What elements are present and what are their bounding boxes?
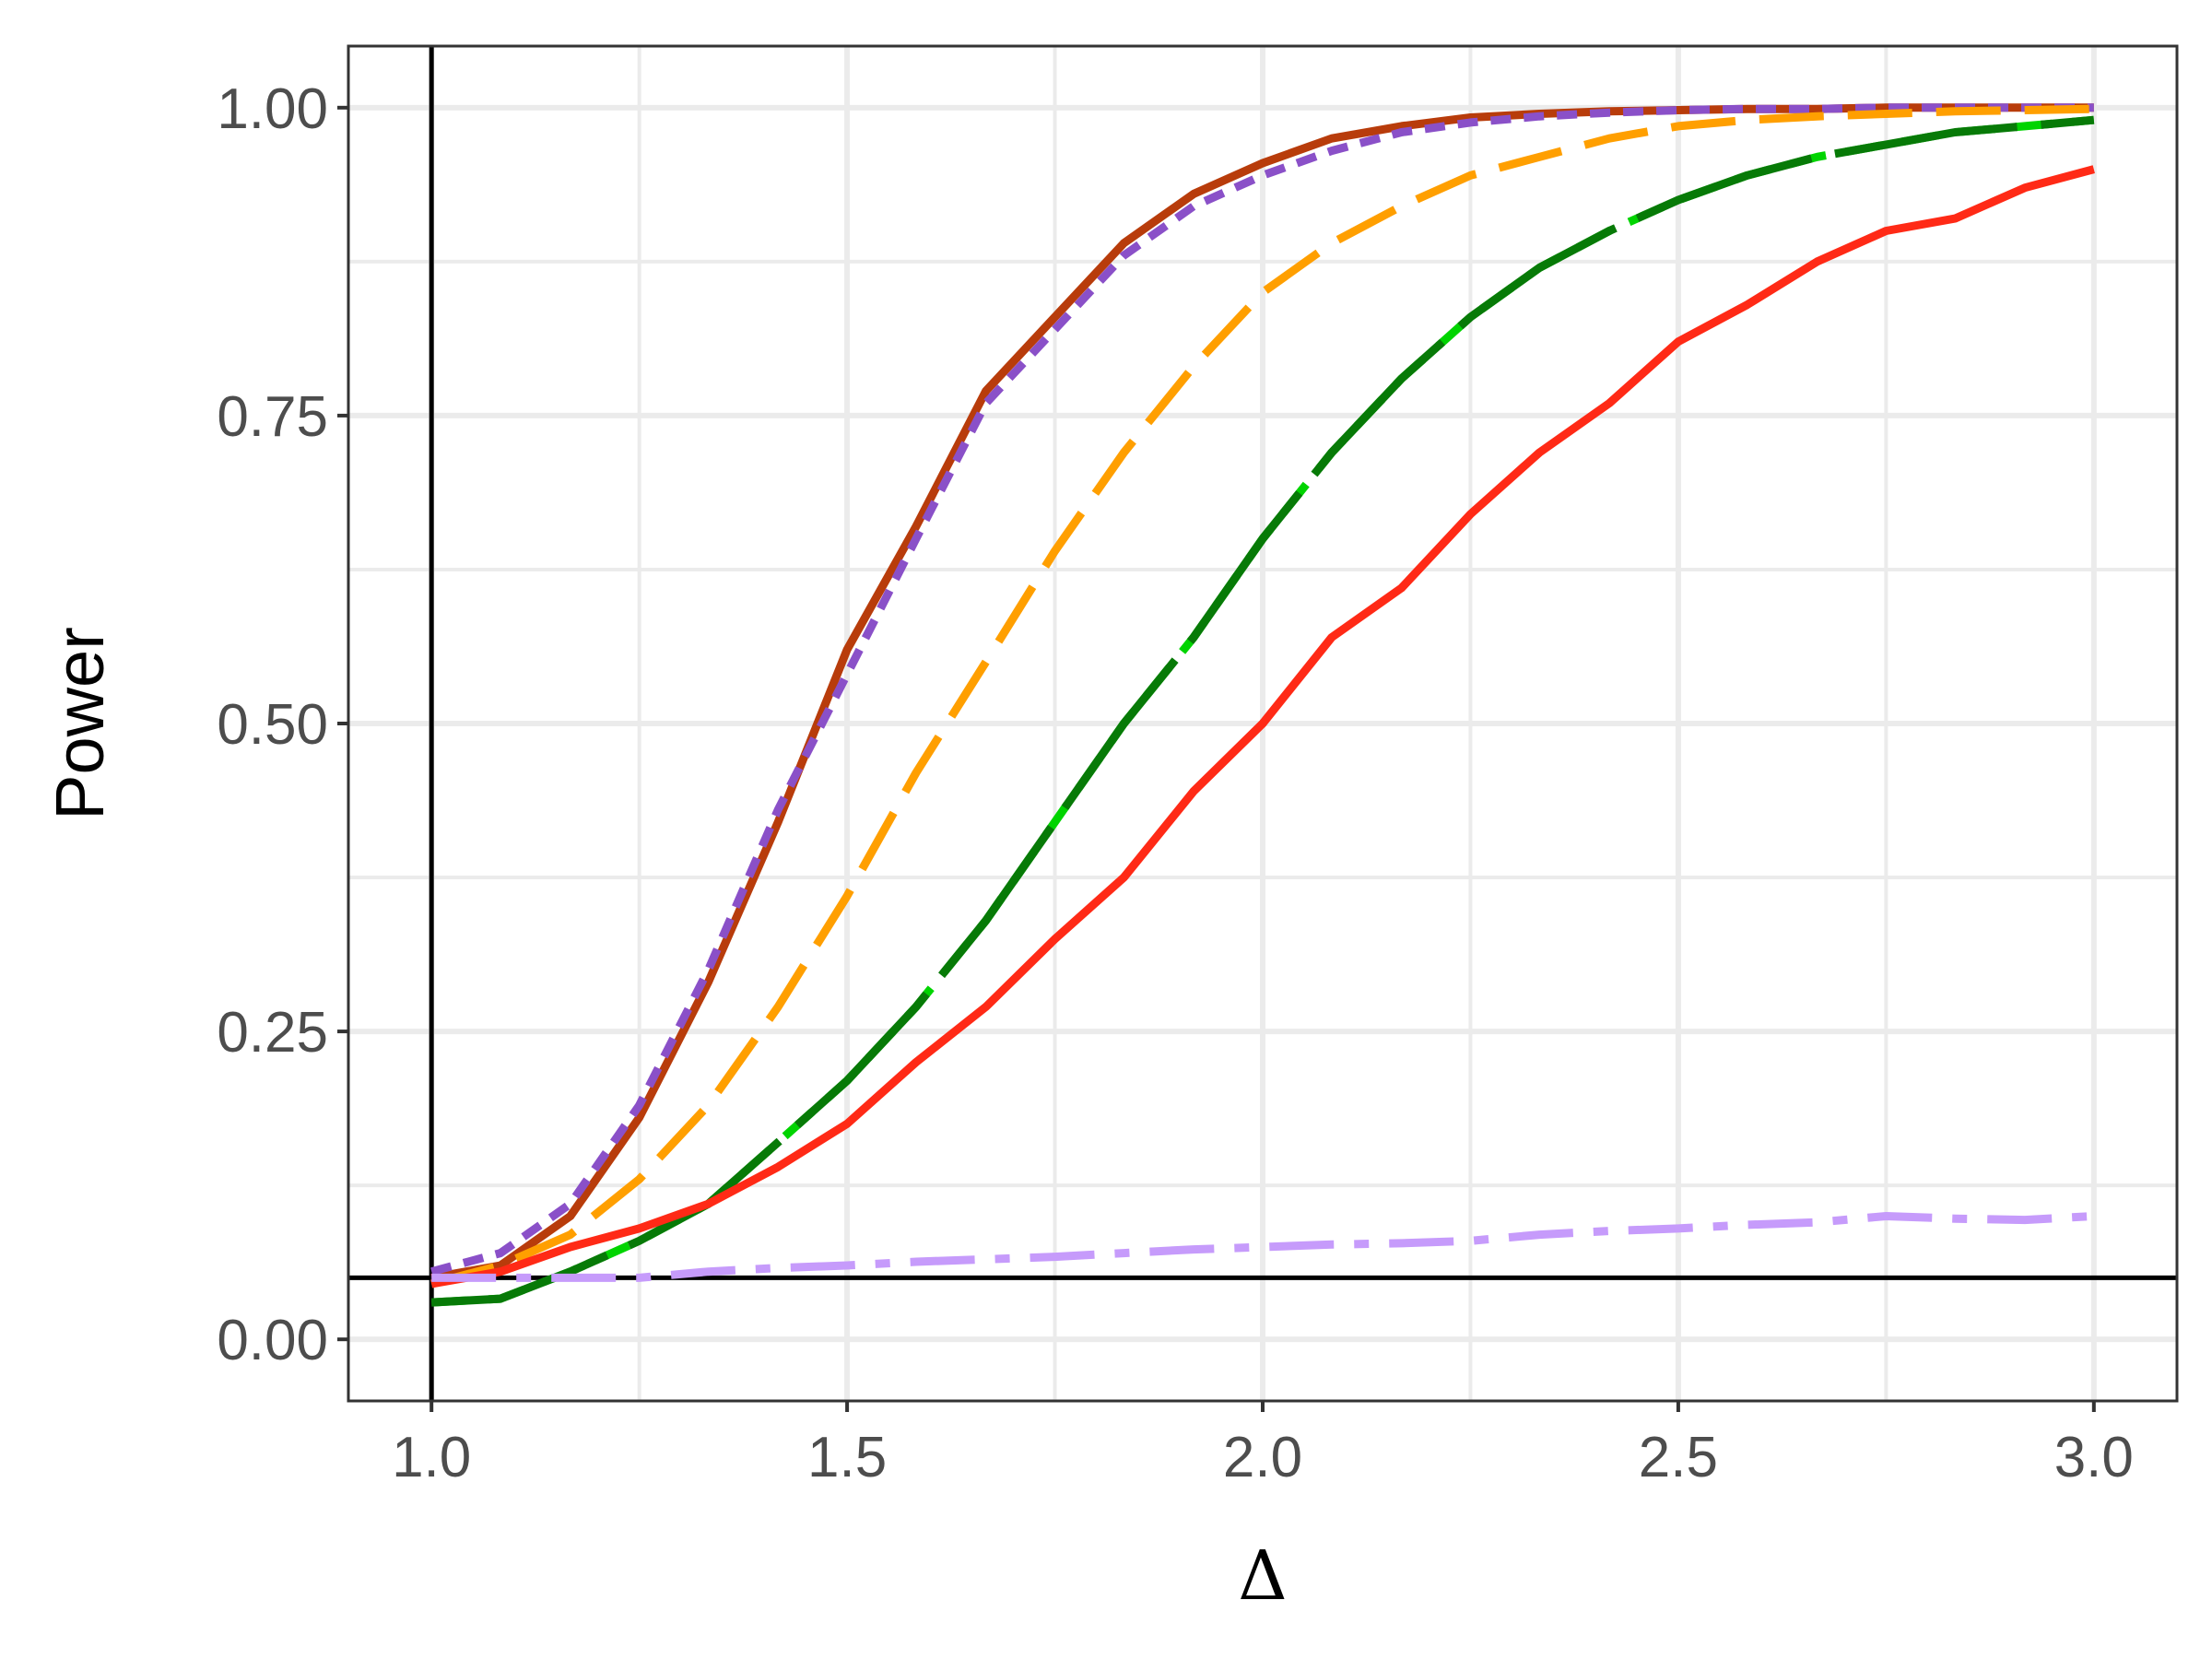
grid-major (348, 46, 2177, 1401)
x-tick-label: 3.0 (2054, 1426, 2134, 1489)
series-line-1 (430, 103, 2094, 1282)
y-tick-label: 0.75 (217, 385, 328, 449)
x-tick-label: 1.0 (392, 1426, 471, 1489)
y-tick-label: 0.25 (217, 1001, 328, 1065)
series-layer (430, 103, 2095, 1307)
y-tick-label: 1.00 (217, 77, 328, 141)
x-axis-ticks: 1.0 1.5 2.0 2.5 3.0 (392, 1401, 2134, 1489)
y-tick-label: 0.00 (217, 1309, 328, 1372)
x-tick-label: 2.5 (1639, 1426, 1718, 1489)
x-tick-label: 1.5 (807, 1426, 887, 1489)
reference-lines (348, 46, 2177, 1401)
x-axis-title: Δ (1238, 1536, 1287, 1616)
y-axis-ticks: 0.00 0.25 0.50 0.75 1.00 (217, 77, 348, 1372)
y-axis-title: Power (41, 627, 118, 820)
series-line-7 (431, 1212, 2095, 1282)
y-tick-label: 0.50 (217, 693, 328, 757)
x-tick-label: 2.0 (1223, 1426, 1302, 1489)
series-line-3 (430, 104, 2094, 1288)
series-line-6 (430, 165, 2095, 1288)
